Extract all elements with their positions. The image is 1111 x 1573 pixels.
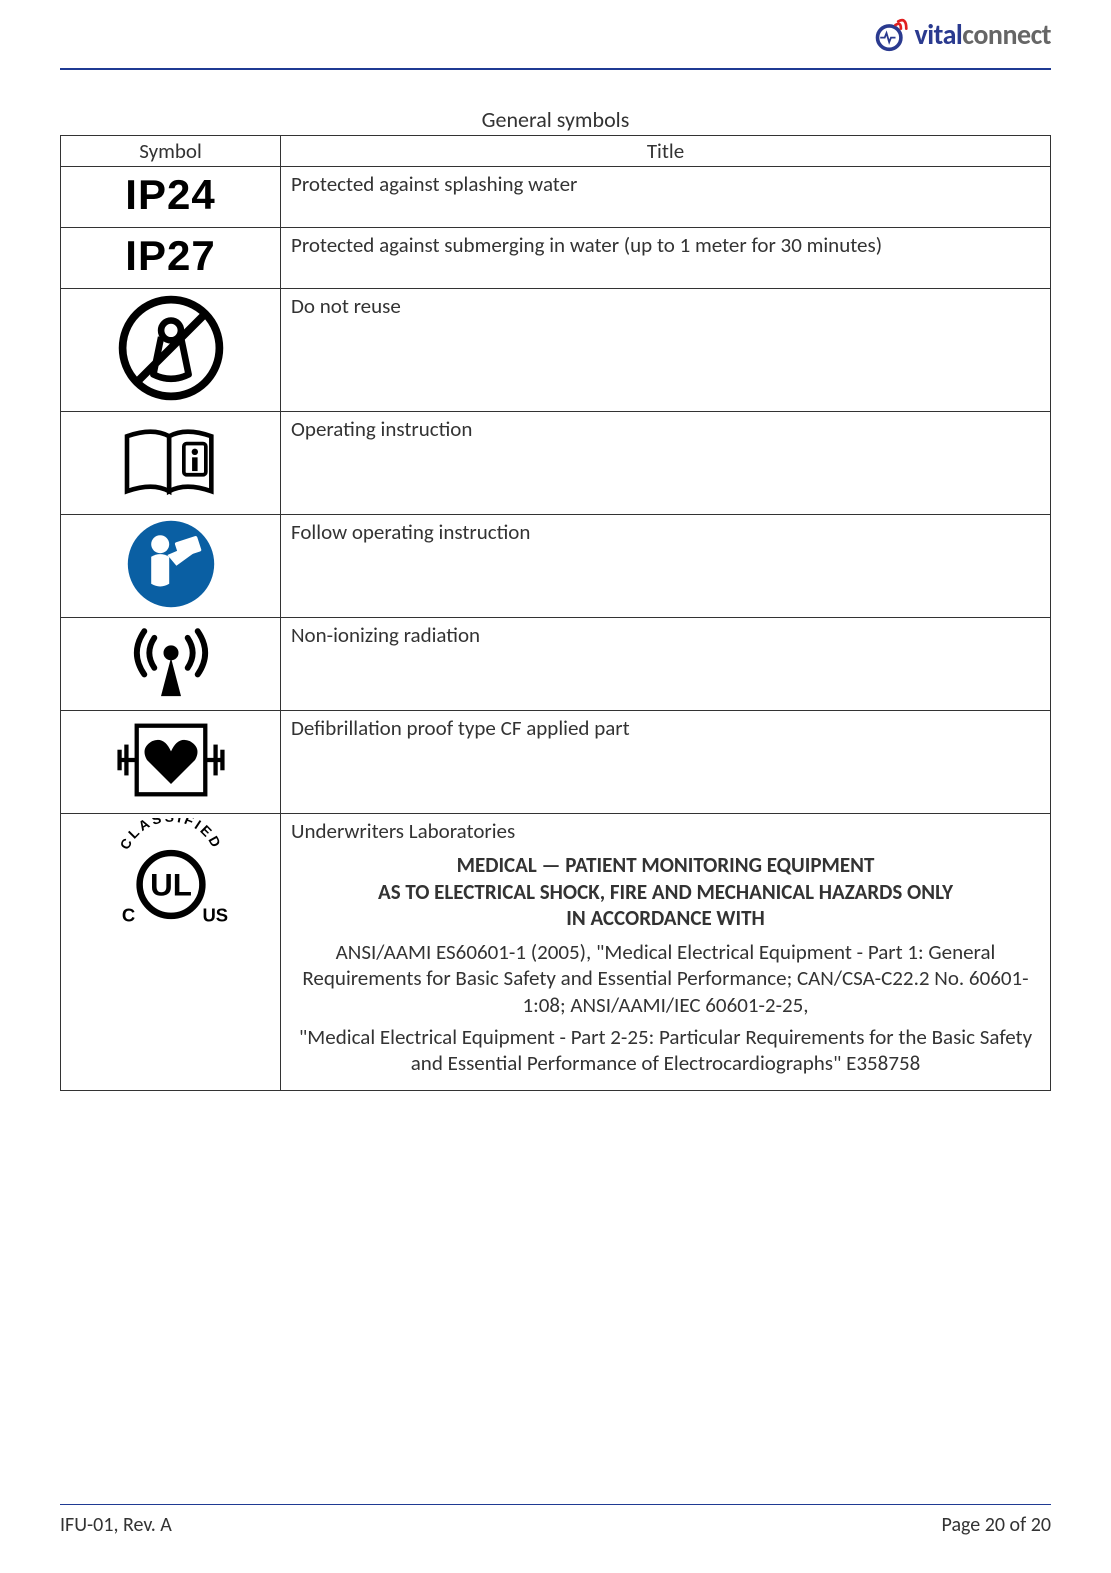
symbol-cell: IP27 — [61, 228, 281, 289]
page-header: vitalconnect — [60, 0, 1051, 68]
ul-para-1: ANSI/AAMI ES60601-1 (2005), "Medical Ele… — [291, 939, 1040, 1018]
title-cell: Protected against splashing water — [281, 167, 1051, 228]
ul-left-text: C — [121, 904, 134, 925]
footer-right: Page 20 of 20 — [942, 1513, 1051, 1537]
table-row: IP27 Protected against submerging in wat… — [61, 228, 1051, 289]
symbol-cell — [61, 289, 281, 412]
header-rule — [60, 68, 1051, 70]
brand-name-part1: vital — [915, 17, 963, 52]
ul-right-text: US — [202, 904, 228, 925]
table-row: Do not reuse — [61, 289, 1051, 412]
do-not-reuse-icon — [116, 293, 226, 403]
ul-para-2: "Medical Electrical Equipment - Part 2-2… — [291, 1024, 1040, 1077]
defib-cf-icon — [111, 715, 231, 805]
symbol-cell — [61, 711, 281, 814]
follow-manual-icon — [126, 519, 216, 609]
table-title: General symbols — [60, 106, 1051, 133]
brand-mark-icon — [873, 16, 909, 52]
title-cell: Defibrillation proof type CF applied par… — [281, 711, 1051, 814]
table-row: IP24 Protected against splashing water — [61, 167, 1051, 228]
symbol-cell — [61, 618, 281, 711]
title-cell: Underwriters Laboratories MEDICAL — PATI… — [281, 814, 1051, 1091]
table-row: Non-ionizing radiation — [61, 618, 1051, 711]
rf-icon — [121, 622, 221, 702]
symbol-cell — [61, 412, 281, 515]
title-cell: Follow operating instruction — [281, 515, 1051, 618]
ul-arc-text: CLASSIFIED — [116, 818, 225, 852]
title-cell: Protected against submerging in water (u… — [281, 228, 1051, 289]
svg-text:CLASSIFIED: CLASSIFIED — [116, 818, 225, 852]
symbol-cell — [61, 515, 281, 618]
title-cell: Non-ionizing radiation — [281, 618, 1051, 711]
page: vitalconnect General symbols Symbol Titl… — [0, 0, 1111, 1573]
page-footer: IFU-01, Rev. A Page 20 of 20 — [60, 1505, 1051, 1573]
brand-logo: vitalconnect — [873, 16, 1051, 52]
symbol-cell: IP24 — [61, 167, 281, 228]
ul-heading: MEDICAL — PATIENT MONITORING EQUIPMENT A… — [291, 852, 1040, 931]
col-symbol: Symbol — [61, 136, 281, 167]
title-cell: Operating instruction — [281, 412, 1051, 515]
ul-title: Underwriters Laboratories — [291, 818, 1040, 844]
footer-left: IFU-01, Rev. A — [60, 1513, 172, 1537]
symbol-cell: CLASSIFIED UL C US — [61, 814, 281, 1091]
ip24-icon: IP24 — [125, 171, 215, 218]
table-row: Defibrillation proof type CF applied par… — [61, 711, 1051, 814]
content: General symbols Symbol Title IP24 Protec… — [60, 106, 1051, 1504]
manual-icon — [116, 416, 226, 506]
table-row: CLASSIFIED UL C US Underwriters Laborato… — [61, 814, 1051, 1091]
brand-name-part2: connect — [962, 17, 1051, 52]
brand-name: vitalconnect — [915, 17, 1051, 52]
table-row: Follow operating instruction — [61, 515, 1051, 618]
ul-classified-icon: CLASSIFIED UL C US — [96, 818, 246, 938]
symbols-table: Symbol Title IP24 Protected against spla… — [60, 135, 1051, 1091]
ip27-icon: IP27 — [125, 232, 215, 279]
table-header-row: Symbol Title — [61, 136, 1051, 167]
svg-text:UL: UL — [150, 868, 192, 903]
col-title: Title — [281, 136, 1051, 167]
table-row: Operating instruction — [61, 412, 1051, 515]
title-cell: Do not reuse — [281, 289, 1051, 412]
